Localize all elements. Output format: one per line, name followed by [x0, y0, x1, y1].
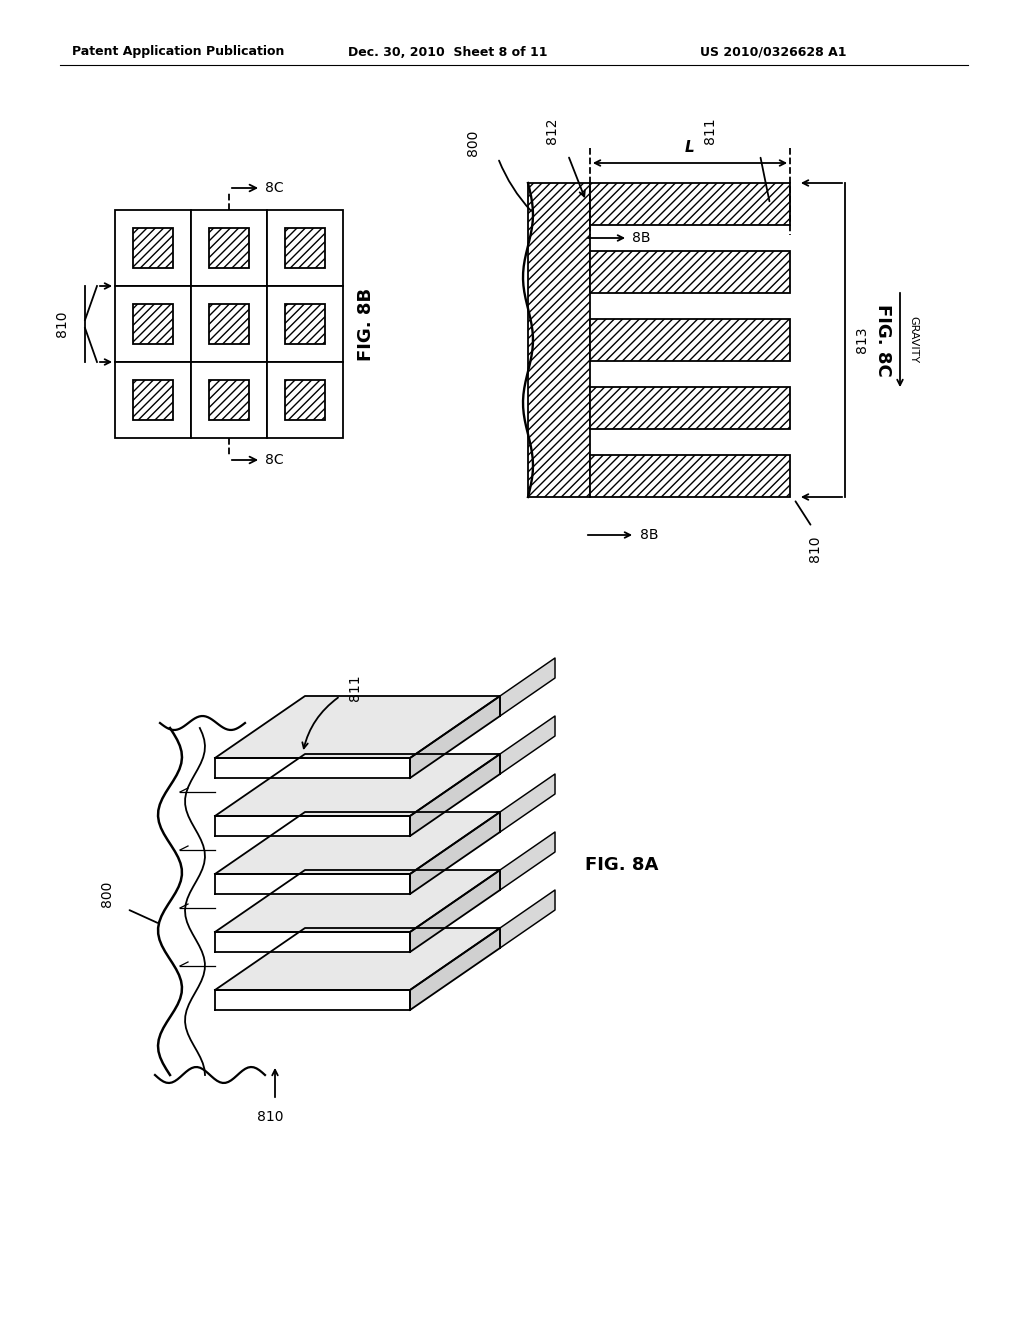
Polygon shape	[410, 812, 500, 894]
Text: 811: 811	[703, 117, 717, 144]
Bar	[209, 380, 249, 420]
Bar	[267, 286, 343, 362]
Polygon shape	[410, 928, 500, 1010]
Text: 800: 800	[100, 880, 114, 907]
Polygon shape	[215, 990, 410, 1010]
Polygon shape	[410, 696, 500, 777]
Polygon shape	[500, 657, 555, 715]
Text: 8B: 8B	[632, 231, 650, 246]
Bar	[133, 304, 173, 345]
Text: 8C: 8C	[265, 181, 284, 195]
Bar	[133, 380, 173, 420]
Bar	[285, 304, 325, 345]
Polygon shape	[215, 812, 500, 874]
Polygon shape	[215, 870, 500, 932]
Bar	[133, 228, 173, 268]
Polygon shape	[215, 758, 410, 777]
Polygon shape	[500, 832, 555, 890]
Text: FIG. 8C: FIG. 8C	[874, 304, 892, 376]
Text: Patent Application Publication: Patent Application Publication	[72, 45, 285, 58]
Text: 811: 811	[348, 675, 362, 701]
Polygon shape	[215, 874, 410, 894]
Text: L: L	[685, 140, 695, 154]
Text: 810: 810	[257, 1110, 284, 1125]
Polygon shape	[215, 696, 500, 758]
Bar	[590, 319, 790, 360]
Bar	[191, 210, 267, 286]
Bar	[590, 251, 790, 293]
Text: 810: 810	[55, 310, 69, 337]
Bar	[285, 380, 325, 420]
Bar	[267, 362, 343, 438]
Text: FIG. 8A: FIG. 8A	[585, 855, 658, 874]
Polygon shape	[215, 928, 500, 990]
Bar	[115, 362, 191, 438]
Bar	[267, 210, 343, 286]
Bar	[590, 455, 790, 498]
Bar	[528, 183, 590, 498]
Bar	[191, 362, 267, 438]
Bar	[590, 387, 790, 429]
Polygon shape	[410, 870, 500, 952]
Polygon shape	[500, 890, 555, 948]
Polygon shape	[500, 774, 555, 832]
Text: 810: 810	[808, 535, 822, 561]
Polygon shape	[215, 754, 500, 816]
Text: Dec. 30, 2010  Sheet 8 of 11: Dec. 30, 2010 Sheet 8 of 11	[348, 45, 548, 58]
Text: GRAVITY: GRAVITY	[908, 317, 918, 363]
Polygon shape	[215, 932, 410, 952]
Bar	[115, 210, 191, 286]
Bar	[209, 228, 249, 268]
Text: 800: 800	[466, 129, 480, 156]
Bar	[115, 286, 191, 362]
Text: 813: 813	[855, 327, 869, 354]
Text: 812: 812	[545, 117, 559, 144]
Polygon shape	[500, 715, 555, 774]
Bar	[285, 228, 325, 268]
Polygon shape	[215, 816, 410, 836]
Bar	[590, 183, 790, 224]
Bar	[191, 286, 267, 362]
Text: US 2010/0326628 A1: US 2010/0326628 A1	[700, 45, 847, 58]
Text: FIG. 8B: FIG. 8B	[357, 288, 375, 360]
Bar	[209, 304, 249, 345]
Text: 8C: 8C	[265, 453, 284, 467]
Polygon shape	[410, 754, 500, 836]
Text: 8B: 8B	[640, 528, 658, 543]
